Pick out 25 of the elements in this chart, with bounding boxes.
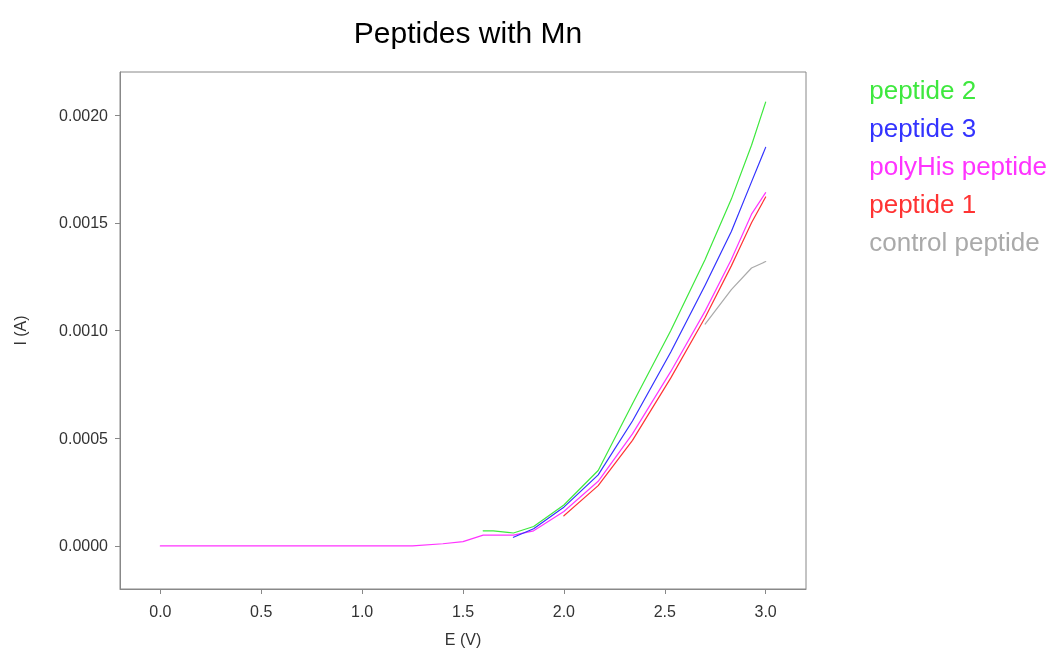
text: peptide 2 (869, 75, 977, 105)
x-tick-label: 3.0 (754, 602, 777, 620)
y-tick-label: 0.0020 (59, 106, 109, 124)
y-tick-label: 0.0010 (59, 322, 109, 339)
y-axis-title: I (A) (11, 315, 29, 346)
x-axis-title: E (V) (444, 630, 482, 648)
x-tick-label: 2.0 (552, 602, 576, 620)
line-series (482, 101, 767, 534)
x-tick-label: 0.0 (149, 602, 172, 620)
line-series (704, 260, 767, 325)
text: peptide 3 (869, 113, 977, 143)
text: peptide 1 (869, 189, 977, 219)
chart-title: Peptides with Mn (353, 15, 583, 49)
x-tick-label: 1.0 (350, 602, 374, 620)
text: polyHis peptide (869, 151, 1048, 181)
x-tick-label: 2.5 (653, 602, 676, 620)
y-tick-label: 0.0005 (59, 429, 109, 447)
line-series (512, 146, 767, 538)
line-series (159, 192, 767, 547)
x-tick-label: 1.5 (451, 602, 475, 620)
y-tick-label: 0.0000 (59, 537, 109, 555)
text: control peptide (869, 227, 1040, 257)
x-tick-label: 0.5 (250, 602, 273, 620)
line-series (563, 196, 767, 517)
y-tick-label: 0.0015 (59, 214, 109, 232)
